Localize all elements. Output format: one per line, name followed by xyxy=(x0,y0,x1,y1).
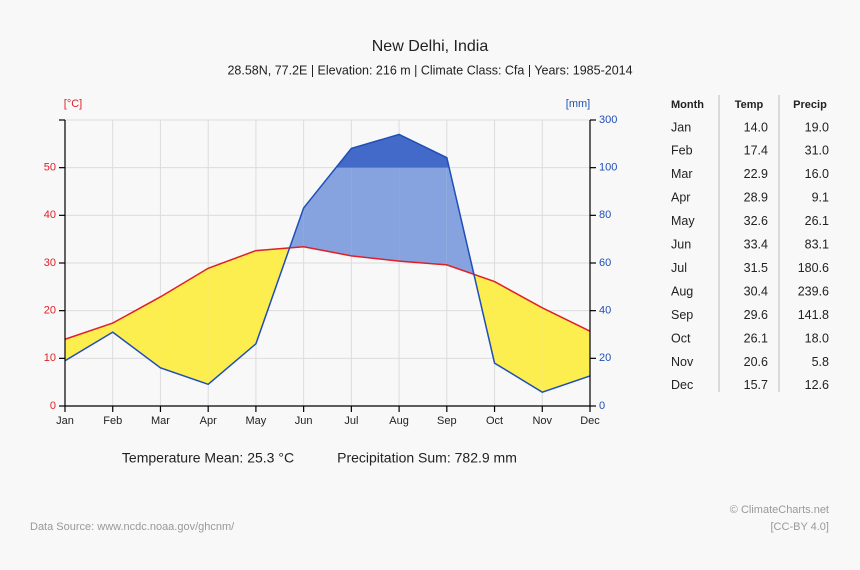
x-tick-label: Dec xyxy=(580,415,600,427)
table-precip: 141.8 xyxy=(798,308,829,322)
x-tick-label: Sep xyxy=(437,415,457,427)
arid-area xyxy=(160,268,209,385)
y-tick-label: 40 xyxy=(44,209,56,221)
table-month: Feb xyxy=(671,144,693,158)
table-temp: 29.6 xyxy=(744,308,768,322)
y-tick-label: 0 xyxy=(50,400,56,412)
license: [CC-BY 4.0] xyxy=(771,521,830,533)
x-tick-label: Oct xyxy=(486,415,503,427)
y2-tick-label: 100 xyxy=(599,162,617,174)
temperature-mean: Temperature Mean: 25.3 °C xyxy=(122,450,294,466)
table-temp: 22.9 xyxy=(744,167,768,181)
y-tick-label: 50 xyxy=(44,162,56,174)
table-month: Dec xyxy=(671,378,693,392)
table-month: Nov xyxy=(671,355,694,369)
table-temp: 17.4 xyxy=(744,144,768,158)
table-header: Precip xyxy=(793,99,827,111)
table-precip: 16.0 xyxy=(805,167,829,181)
y2-tick-label: 60 xyxy=(599,257,611,269)
arid-area xyxy=(112,296,161,368)
data-source: Data Source: www.ncdc.noaa.gov/ghcnm/ xyxy=(30,521,235,533)
table-temp: 15.7 xyxy=(744,378,768,392)
table-precip: 83.1 xyxy=(805,238,829,252)
x-tick-label: May xyxy=(246,415,267,427)
x-tick-label: Jun xyxy=(295,415,313,427)
table-temp: 31.5 xyxy=(744,261,768,275)
precipitation-line xyxy=(64,133,591,393)
table-temp: 28.9 xyxy=(744,191,768,205)
table-precip: 5.8 xyxy=(812,355,829,369)
table-precip: 239.6 xyxy=(798,284,829,298)
table-header: Temp xyxy=(735,99,764,111)
table-temp: 20.6 xyxy=(744,355,768,369)
table-month: Jun xyxy=(671,238,691,252)
table-temp: 14.0 xyxy=(744,120,768,134)
y-tick-label: 20 xyxy=(44,305,56,317)
table-temp: 30.4 xyxy=(744,284,768,298)
x-tick-label: Apr xyxy=(200,415,217,427)
table-precip: 9.1 xyxy=(812,191,829,205)
table-precip: 26.1 xyxy=(805,214,829,228)
table-temp: 33.4 xyxy=(744,238,768,252)
table-month: Aug xyxy=(671,284,693,298)
table-precip: 31.0 xyxy=(805,144,829,158)
table-month: Oct xyxy=(671,331,691,345)
y2-axis-label: [mm] xyxy=(566,98,590,110)
x-tick-label: Feb xyxy=(103,415,122,427)
y2-tick-label: 80 xyxy=(599,209,611,221)
table-temp: 32.6 xyxy=(744,214,768,228)
arid-area xyxy=(542,307,590,393)
table-month: Jan xyxy=(671,120,691,134)
table-month: Jul xyxy=(671,261,687,275)
y2-tick-label: 300 xyxy=(599,114,617,126)
y-tick-label: 30 xyxy=(44,257,56,269)
y2-tick-label: 40 xyxy=(599,305,611,317)
x-tick-label: Aug xyxy=(389,415,409,427)
table-precip: 12.6 xyxy=(805,378,829,392)
x-tick-label: Mar xyxy=(151,415,170,427)
y-tick-label: 10 xyxy=(44,352,56,364)
table-month: May xyxy=(671,214,695,228)
chart-title: New Delhi, India xyxy=(372,38,489,55)
precipitation-sum: Precipitation Sum: 782.9 mm xyxy=(337,450,517,466)
x-tick-label: Nov xyxy=(532,415,552,427)
y-axis-label: [°C] xyxy=(64,98,82,110)
credit: © ClimateCharts.net xyxy=(730,504,829,516)
table-month: Sep xyxy=(671,308,693,322)
perhumid-area xyxy=(335,134,450,168)
arid-area xyxy=(65,323,113,361)
table-temp: 26.1 xyxy=(744,331,768,345)
table-month: Apr xyxy=(671,191,690,205)
arid-area xyxy=(208,250,256,385)
chart-subtitle: 28.58N, 77.2E | Elevation: 216 m | Clima… xyxy=(227,63,632,77)
y2-tick-label: 20 xyxy=(599,352,611,364)
table-precip: 180.6 xyxy=(798,261,829,275)
x-tick-label: Jul xyxy=(344,415,358,427)
temperature-line xyxy=(64,246,591,340)
table-precip: 19.0 xyxy=(805,120,829,134)
humid-area xyxy=(303,148,352,256)
table-month: Mar xyxy=(671,167,693,181)
table-precip: 18.0 xyxy=(805,331,829,345)
table-header: Month xyxy=(671,99,704,111)
y2-tick-label: 0 xyxy=(599,400,605,412)
x-tick-label: Jan xyxy=(56,415,74,427)
arid-area xyxy=(494,281,543,393)
